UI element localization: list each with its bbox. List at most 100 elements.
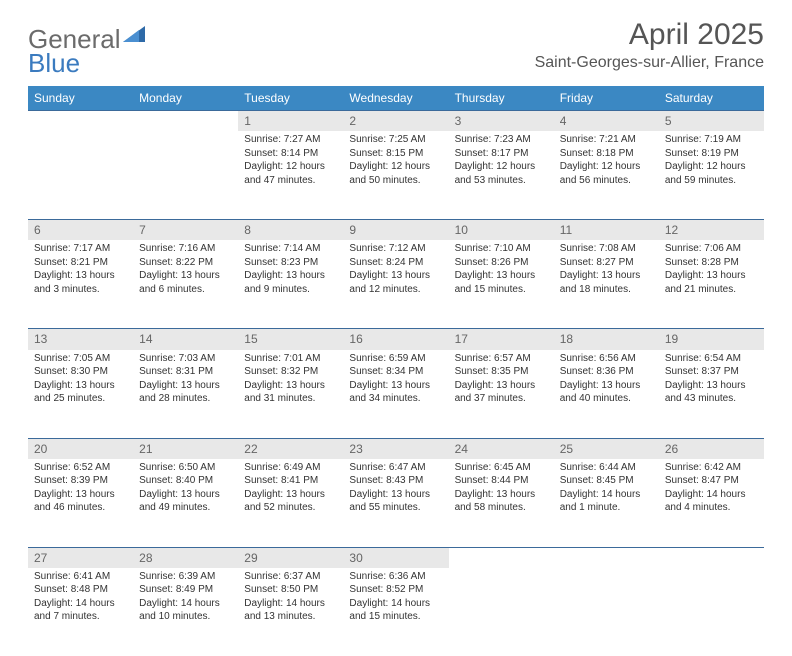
day-number: 13 bbox=[28, 328, 133, 349]
day-cell: Sunrise: 7:25 AMSunset: 8:15 PMDaylight:… bbox=[343, 131, 448, 219]
daylight-line: Daylight: 13 hours and 31 minutes. bbox=[244, 379, 337, 406]
sunrise-line: Sunrise: 6:54 AM bbox=[665, 352, 758, 366]
weekday-header: Wednesday bbox=[343, 86, 448, 110]
day-number: 17 bbox=[449, 328, 554, 349]
daylight-line: Daylight: 14 hours and 4 minutes. bbox=[665, 488, 758, 515]
day-cell: Sunrise: 6:50 AMSunset: 8:40 PMDaylight:… bbox=[133, 459, 238, 547]
day-number: 22 bbox=[238, 438, 343, 459]
sunrise-line: Sunrise: 6:56 AM bbox=[560, 352, 653, 366]
title-block: April 2025 Saint-Georges-sur-Allier, Fra… bbox=[535, 18, 764, 72]
sunset-line: Sunset: 8:32 PM bbox=[244, 365, 337, 379]
day-number: 7 bbox=[133, 219, 238, 240]
weekday-header: Monday bbox=[133, 86, 238, 110]
daylight-line: Daylight: 13 hours and 46 minutes. bbox=[34, 488, 127, 515]
day-cell-text: Sunrise: 7:19 AMSunset: 8:19 PMDaylight:… bbox=[662, 131, 761, 187]
content-row: Sunrise: 7:05 AMSunset: 8:30 PMDaylight:… bbox=[28, 350, 764, 438]
sunset-line: Sunset: 8:52 PM bbox=[349, 583, 442, 597]
day-cell-text: Sunrise: 6:56 AMSunset: 8:36 PMDaylight:… bbox=[557, 350, 656, 406]
day-cell-text: Sunrise: 6:59 AMSunset: 8:34 PMDaylight:… bbox=[346, 350, 445, 406]
day-number: 19 bbox=[659, 328, 764, 349]
day-cell: Sunrise: 7:27 AMSunset: 8:14 PMDaylight:… bbox=[238, 131, 343, 219]
sunrise-line: Sunrise: 6:52 AM bbox=[34, 461, 127, 475]
daylight-line: Daylight: 13 hours and 55 minutes. bbox=[349, 488, 442, 515]
sunrise-line: Sunrise: 7:10 AM bbox=[455, 242, 548, 256]
daylight-line: Daylight: 14 hours and 13 minutes. bbox=[244, 597, 337, 624]
day-number: 24 bbox=[449, 438, 554, 459]
daylight-line: Daylight: 13 hours and 34 minutes. bbox=[349, 379, 442, 406]
day-number: 27 bbox=[28, 547, 133, 568]
sunrise-line: Sunrise: 7:14 AM bbox=[244, 242, 337, 256]
day-cell-text: Sunrise: 7:25 AMSunset: 8:15 PMDaylight:… bbox=[346, 131, 445, 187]
weekday-header: Saturday bbox=[659, 86, 764, 110]
sunrise-line: Sunrise: 7:03 AM bbox=[139, 352, 232, 366]
day-cell-text: Sunrise: 6:54 AMSunset: 8:37 PMDaylight:… bbox=[662, 350, 761, 406]
logo-text-blue: Blue bbox=[28, 48, 80, 78]
day-cell-text: Sunrise: 7:12 AMSunset: 8:24 PMDaylight:… bbox=[346, 240, 445, 296]
day-cell: Sunrise: 7:17 AMSunset: 8:21 PMDaylight:… bbox=[28, 240, 133, 328]
daylight-line: Daylight: 12 hours and 47 minutes. bbox=[244, 160, 337, 187]
day-number-empty bbox=[554, 547, 659, 568]
calendar-table: SundayMondayTuesdayWednesdayThursdayFrid… bbox=[28, 86, 764, 656]
day-cell: Sunrise: 6:52 AMSunset: 8:39 PMDaylight:… bbox=[28, 459, 133, 547]
day-cell: Sunrise: 6:42 AMSunset: 8:47 PMDaylight:… bbox=[659, 459, 764, 547]
day-number: 9 bbox=[343, 219, 448, 240]
day-number: 5 bbox=[659, 110, 764, 131]
sunrise-line: Sunrise: 6:39 AM bbox=[139, 570, 232, 584]
day-cell bbox=[28, 131, 133, 219]
day-number-empty bbox=[133, 110, 238, 131]
content-row: Sunrise: 6:52 AMSunset: 8:39 PMDaylight:… bbox=[28, 459, 764, 547]
day-cell-text: Sunrise: 7:10 AMSunset: 8:26 PMDaylight:… bbox=[452, 240, 551, 296]
day-cell: Sunrise: 7:21 AMSunset: 8:18 PMDaylight:… bbox=[554, 131, 659, 219]
daylight-line: Daylight: 13 hours and 49 minutes. bbox=[139, 488, 232, 515]
daynum-row: 27282930 bbox=[28, 547, 764, 568]
daynum-row: 6789101112 bbox=[28, 219, 764, 240]
weekday-header: Tuesday bbox=[238, 86, 343, 110]
sunset-line: Sunset: 8:37 PM bbox=[665, 365, 758, 379]
day-cell-text: Sunrise: 6:42 AMSunset: 8:47 PMDaylight:… bbox=[662, 459, 761, 515]
sunset-line: Sunset: 8:45 PM bbox=[560, 474, 653, 488]
sunrise-line: Sunrise: 7:19 AM bbox=[665, 133, 758, 147]
day-cell-text: Sunrise: 7:06 AMSunset: 8:28 PMDaylight:… bbox=[662, 240, 761, 296]
day-number: 12 bbox=[659, 219, 764, 240]
daylight-line: Daylight: 13 hours and 15 minutes. bbox=[455, 269, 548, 296]
day-cell-text: Sunrise: 7:14 AMSunset: 8:23 PMDaylight:… bbox=[241, 240, 340, 296]
logo-triangle-icon bbox=[123, 24, 145, 47]
day-cell: Sunrise: 7:06 AMSunset: 8:28 PMDaylight:… bbox=[659, 240, 764, 328]
daylight-line: Daylight: 13 hours and 52 minutes. bbox=[244, 488, 337, 515]
day-cell: Sunrise: 6:54 AMSunset: 8:37 PMDaylight:… bbox=[659, 350, 764, 438]
sunset-line: Sunset: 8:47 PM bbox=[665, 474, 758, 488]
day-number: 6 bbox=[28, 219, 133, 240]
day-number: 21 bbox=[133, 438, 238, 459]
daylight-line: Daylight: 13 hours and 43 minutes. bbox=[665, 379, 758, 406]
sunset-line: Sunset: 8:18 PM bbox=[560, 147, 653, 161]
daylight-line: Daylight: 12 hours and 53 minutes. bbox=[455, 160, 548, 187]
sunset-line: Sunset: 8:22 PM bbox=[139, 256, 232, 270]
day-cell: Sunrise: 6:45 AMSunset: 8:44 PMDaylight:… bbox=[449, 459, 554, 547]
daynum-row: 13141516171819 bbox=[28, 328, 764, 349]
sunset-line: Sunset: 8:41 PM bbox=[244, 474, 337, 488]
sunset-line: Sunset: 8:30 PM bbox=[34, 365, 127, 379]
day-number: 1 bbox=[238, 110, 343, 131]
day-cell-text: Sunrise: 6:39 AMSunset: 8:49 PMDaylight:… bbox=[136, 568, 235, 624]
sunrise-line: Sunrise: 6:42 AM bbox=[665, 461, 758, 475]
day-cell: Sunrise: 6:47 AMSunset: 8:43 PMDaylight:… bbox=[343, 459, 448, 547]
day-cell-text: Sunrise: 6:44 AMSunset: 8:45 PMDaylight:… bbox=[557, 459, 656, 515]
month-title: April 2025 bbox=[535, 18, 764, 52]
daylight-line: Daylight: 13 hours and 37 minutes. bbox=[455, 379, 548, 406]
daylight-line: Daylight: 13 hours and 3 minutes. bbox=[34, 269, 127, 296]
sunrise-line: Sunrise: 6:59 AM bbox=[349, 352, 442, 366]
day-cell: Sunrise: 7:08 AMSunset: 8:27 PMDaylight:… bbox=[554, 240, 659, 328]
sunset-line: Sunset: 8:14 PM bbox=[244, 147, 337, 161]
sunset-line: Sunset: 8:27 PM bbox=[560, 256, 653, 270]
sunset-line: Sunset: 8:48 PM bbox=[34, 583, 127, 597]
day-cell-text: Sunrise: 6:41 AMSunset: 8:48 PMDaylight:… bbox=[31, 568, 130, 624]
day-cell: Sunrise: 7:10 AMSunset: 8:26 PMDaylight:… bbox=[449, 240, 554, 328]
daylight-line: Daylight: 14 hours and 7 minutes. bbox=[34, 597, 127, 624]
daylight-line: Daylight: 13 hours and 18 minutes. bbox=[560, 269, 653, 296]
day-cell: Sunrise: 7:05 AMSunset: 8:30 PMDaylight:… bbox=[28, 350, 133, 438]
day-cell: Sunrise: 7:19 AMSunset: 8:19 PMDaylight:… bbox=[659, 131, 764, 219]
sunrise-line: Sunrise: 7:27 AM bbox=[244, 133, 337, 147]
day-cell-text: Sunrise: 7:08 AMSunset: 8:27 PMDaylight:… bbox=[557, 240, 656, 296]
sunrise-line: Sunrise: 6:44 AM bbox=[560, 461, 653, 475]
sunrise-line: Sunrise: 7:06 AM bbox=[665, 242, 758, 256]
